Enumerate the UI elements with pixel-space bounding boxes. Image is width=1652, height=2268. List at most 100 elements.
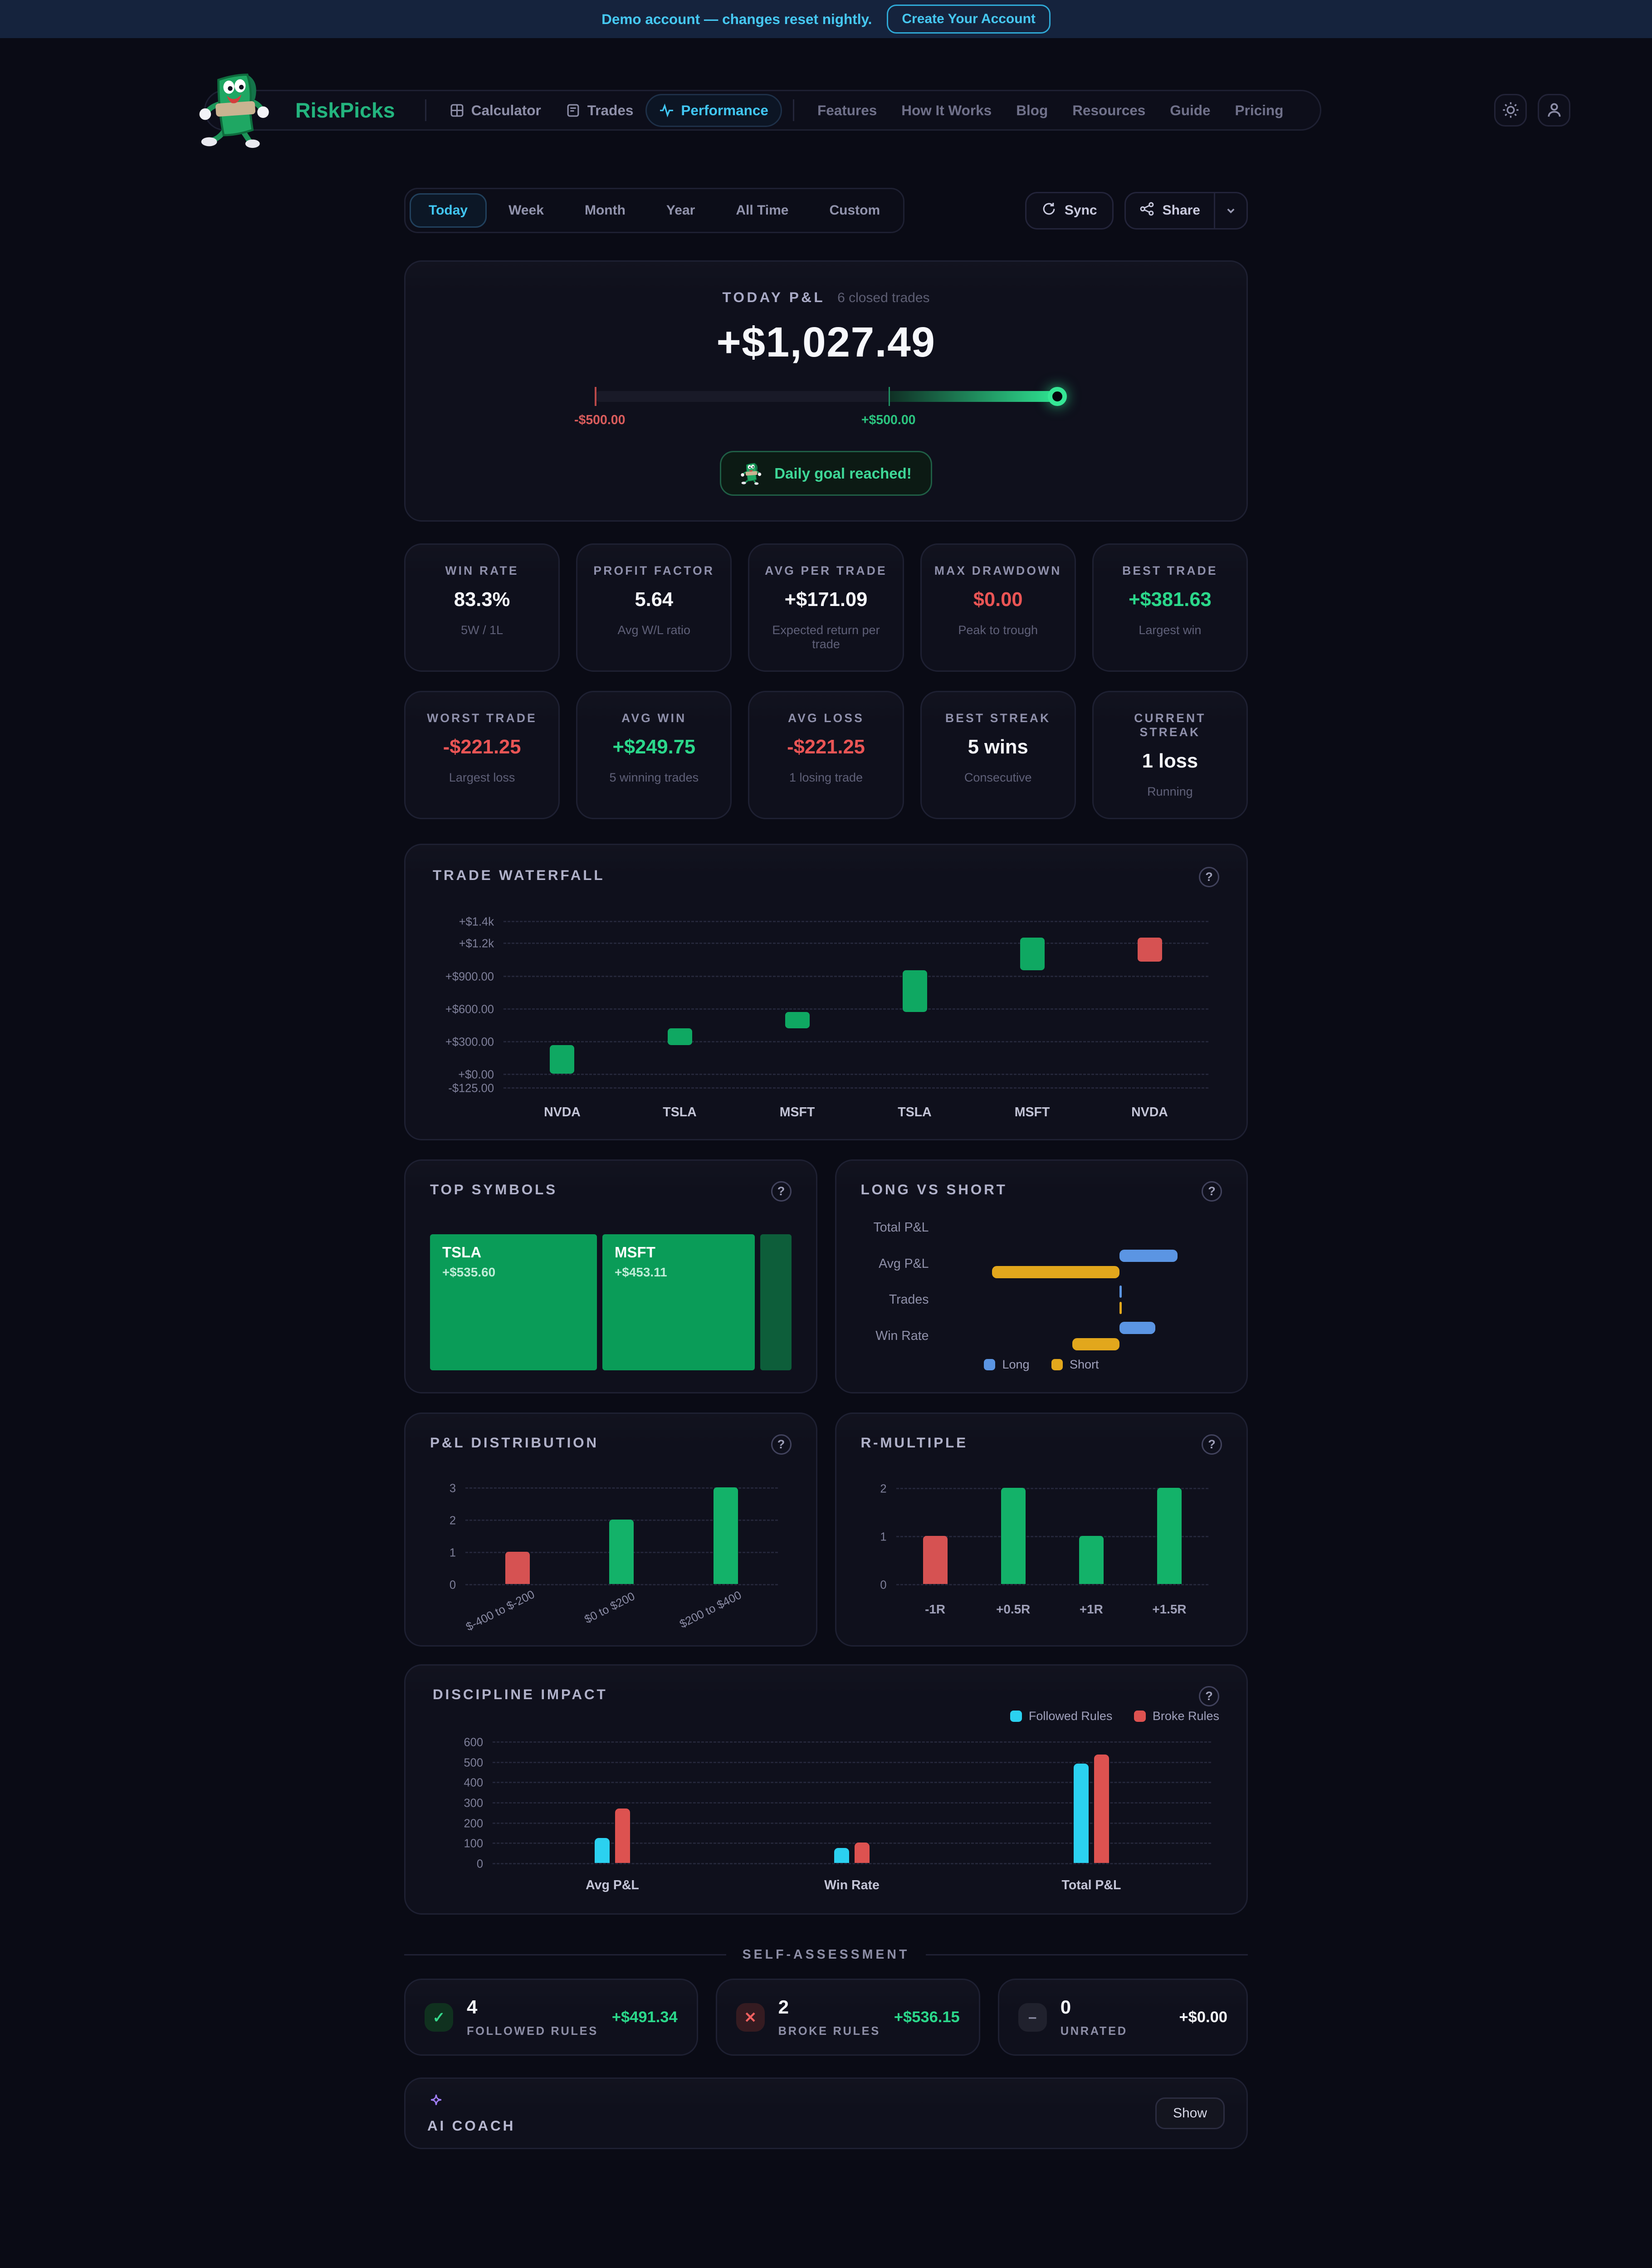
long-short-legend: Long Short: [861, 1358, 1222, 1372]
stat-card-avg-per-trade: AVG PER TRADE +$171.09 Expected return per…: [748, 543, 904, 672]
stat-value: $0.00: [973, 589, 1023, 611]
nav-item-performance[interactable]: Performance: [645, 93, 782, 127]
pnl-distribution-chart: 0 1 2 3 $-400 to $-200 $0 to $200 $200 to $40…: [430, 1466, 792, 1633]
tab-month[interactable]: Month: [584, 203, 626, 218]
stat-value: 5 wins: [968, 736, 1028, 758]
x-axis-label: MSFT: [1014, 1105, 1050, 1119]
panel-title: DISCIPLINE IMPACT: [433, 1686, 608, 1702]
bar-1-5r: [1157, 1488, 1182, 1584]
share-split-button: Share: [1124, 191, 1248, 230]
gridline: +$300.00: [445, 1036, 1208, 1048]
tab-today[interactable]: Today: [410, 193, 487, 228]
r-multiple-panel: R-MULTIPLE ? 0 1 2 -1R +0.5R +1R +1.5R: [835, 1413, 1248, 1647]
trades-icon: [566, 103, 581, 118]
nav-item-how-it-works[interactable]: How It Works: [889, 95, 1004, 126]
legend-swatch: [983, 1359, 996, 1371]
tab-week[interactable]: Week: [508, 203, 544, 218]
slider-track[interactable]: [595, 387, 1067, 406]
x-axis-label: $0 to $200: [582, 1590, 637, 1626]
brand-name[interactable]: RiskPicks: [295, 98, 395, 122]
stat-card-max-drawdown: MAX DRAWDOWN $0.00 Peak to trough: [920, 543, 1076, 672]
navbar: RiskPicks Calculator Trades Performance Fea…: [199, 73, 1570, 148]
account-button[interactable]: [1538, 94, 1570, 127]
legend-item-long: Long: [983, 1358, 1030, 1372]
stat-value: +$171.09: [784, 589, 868, 611]
row-plot: [945, 1282, 1222, 1318]
nav-item-pricing[interactable]: Pricing: [1223, 95, 1296, 126]
gridline: 400: [464, 1777, 1211, 1789]
share-dropdown-button[interactable]: [1214, 193, 1246, 228]
y-axis-label: 0: [476, 1857, 483, 1871]
discipline-impact-panel: DISCIPLINE IMPACT ? Followed Rules Broke …: [404, 1664, 1248, 1915]
waterfall-bar-tsla: [902, 970, 927, 1012]
stat-sub: Largest loss: [449, 771, 515, 784]
nav-item-calculator[interactable]: Calculator: [437, 95, 553, 126]
help-icon[interactable]: ?: [1202, 1181, 1222, 1202]
legend-label: Long: [1002, 1358, 1030, 1371]
sync-label: Sync: [1064, 203, 1097, 218]
assessment-card-unrated: –0 UNRATED +$0.00: [997, 1979, 1248, 2056]
help-icon[interactable]: ?: [771, 1181, 792, 1202]
stat-value: +$249.75: [612, 736, 696, 758]
stat-sub: Avg W/L ratio: [617, 623, 691, 637]
gridline: +$600.00: [445, 1003, 1208, 1016]
period-toolbar: Today Week Month Year All Time Custom Sync Sh…: [404, 188, 1248, 233]
tab-all-time[interactable]: All Time: [736, 203, 789, 218]
bar-short: [992, 1266, 1120, 1278]
nav-item-trades[interactable]: Trades: [553, 95, 646, 126]
top-symbols-treemap: TSLA +$535.60 MSFT +$453.11: [430, 1234, 792, 1370]
stat-value: -$221.25: [787, 736, 865, 758]
trade-waterfall-panel: TRADE WATERFALL ? +$1.4k +$1.2k +$900.00 +$…: [404, 844, 1248, 1140]
help-icon[interactable]: ?: [1202, 1434, 1222, 1455]
gridline: 0: [477, 1858, 1211, 1871]
assessment-texts: 0 UNRATED: [1061, 1996, 1128, 2038]
y-axis-label: 400: [464, 1776, 483, 1789]
ai-coach-show-button[interactable]: Show: [1155, 2097, 1225, 2129]
riskpicks-mascot-logo[interactable]: [197, 69, 276, 148]
nav-item-blog[interactable]: Blog: [1004, 95, 1060, 126]
tab-year[interactable]: Year: [666, 203, 695, 218]
treemap-symbol: MSFT: [615, 1244, 655, 1261]
y-axis-label: 2: [880, 1482, 887, 1496]
share-button[interactable]: Share: [1126, 193, 1214, 228]
nav-item-label: Blog: [1016, 102, 1048, 118]
waterfall-bar-tsla: [667, 1028, 692, 1046]
stat-label: BEST TRADE: [1122, 564, 1218, 577]
stat-value: -$221.25: [443, 736, 521, 758]
treemap-value: +$535.60: [442, 1265, 496, 1279]
nav-item-resources[interactable]: Resources: [1060, 95, 1158, 126]
help-icon[interactable]: ?: [771, 1434, 792, 1455]
x-axis-label: Total P&L: [1061, 1878, 1121, 1892]
stat-label: BEST STREAK: [945, 711, 1051, 725]
y-axis-label: 100: [464, 1837, 483, 1850]
bar-400-to-200: [505, 1551, 530, 1584]
gridline: 3: [450, 1482, 778, 1495]
panel-title: TRADE WATERFALL: [433, 867, 605, 883]
nav-item-label: Guide: [1170, 102, 1211, 118]
stat-label: CURRENT STREAK: [1134, 711, 1206, 739]
nav-item-features[interactable]: Features: [805, 95, 889, 126]
panel-title: P&L DISTRIBUTION: [430, 1434, 599, 1451]
row-label: Avg P&L: [879, 1256, 929, 1271]
tab-custom[interactable]: Custom: [829, 203, 880, 218]
theme-toggle-button[interactable]: [1494, 94, 1527, 127]
x-axis-label: +1R: [1079, 1602, 1103, 1616]
stat-sub: Running: [1147, 785, 1193, 798]
legend-item-short: Short: [1051, 1358, 1099, 1372]
create-account-button[interactable]: Create Your Account: [887, 5, 1051, 34]
sync-button[interactable]: Sync: [1025, 191, 1114, 230]
stat-card-win-rate: WIN RATE 83.3% 5W / 1L: [404, 543, 560, 672]
pulse-icon: [659, 103, 674, 118]
stat-sub: Peak to trough: [958, 623, 1038, 637]
help-icon[interactable]: ?: [1199, 1686, 1219, 1706]
help-icon[interactable]: ?: [1199, 867, 1219, 887]
legend-item-followed-rules: Followed Rules: [1010, 1709, 1112, 1723]
nav-item-guide[interactable]: Guide: [1158, 95, 1222, 126]
slider-knob[interactable]: [1048, 387, 1067, 406]
stat-card-avg-loss: AVG LOSS -$221.25 1 losing trade: [748, 691, 904, 819]
nav-item-label: Pricing: [1235, 102, 1284, 118]
period-tabs: Today Week Month Year All Time Custom: [404, 188, 905, 233]
waterfall-bar-msft: [785, 1012, 810, 1029]
stat-sub: Consecutive: [964, 771, 1032, 784]
nav-item-label: Resources: [1072, 102, 1146, 118]
